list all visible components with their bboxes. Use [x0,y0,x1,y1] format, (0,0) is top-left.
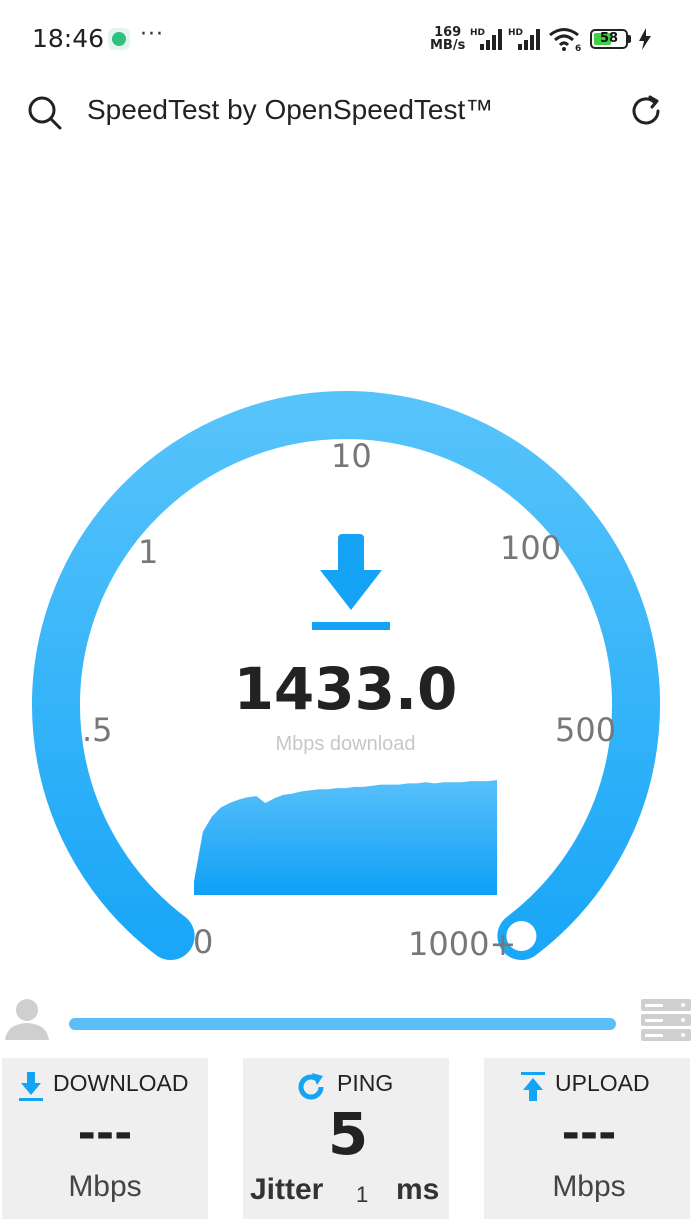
upload-value: --- [561,1108,617,1159]
status-time: 18:46 [32,24,105,53]
jitter-value: 1 [356,1182,369,1207]
more-notifications-icon: ··· [140,22,164,47]
server-icon [641,999,691,1041]
download-arrow-icon [312,534,390,630]
app-notification-icon [108,28,130,50]
gauge-label-1000: 1000+ [408,925,517,963]
refresh-icon[interactable] [628,93,664,129]
download-title: DOWNLOAD [53,1070,189,1096]
upload-title: UPLOAD [555,1070,650,1096]
ping-unit: ms [396,1173,440,1206]
client-user-icon [5,999,49,1040]
status-bar: 18:46 ··· 169 MB/s HD HD 6 58 [0,0,691,80]
download-unit: Mbps [68,1170,142,1203]
gauge-label-10: 10 [331,437,372,475]
gauge-label-1: 1 [138,533,159,571]
sim2-hd-label: HD [508,28,523,38]
gauge-arc [32,391,660,960]
speed-unit: Mbps download [275,733,416,755]
speed-value: 1433.0 [233,655,458,723]
signal-sim1-icon: HD [470,28,502,50]
signal-sim2-icon: HD [508,28,540,50]
battery-icon: 58 [590,29,628,49]
upload-icon [521,1072,545,1101]
battery-level: 58 [599,31,619,46]
ping-refresh-icon [298,1073,324,1100]
download-value: --- [77,1108,133,1159]
wifi-version-label: 6 [575,44,581,52]
sim1-hd-label: HD [470,28,485,38]
speed-gauge [32,391,660,960]
search-icon[interactable] [26,94,62,130]
ping-card [243,1058,449,1219]
gauge-label-100: 100 [500,529,562,567]
upload-unit: Mbps [552,1170,626,1203]
ping-value: 5 [327,1100,369,1168]
ping-title: PING [337,1070,394,1096]
download-icon [19,1072,43,1101]
speed-graph [194,780,497,895]
jitter-label: Jitter [250,1173,324,1206]
network-speed: 169 MB/s [430,25,466,53]
gauge-label-0: 0 [193,923,214,961]
gauge-label-0.5: .5 [82,711,113,749]
gauge-label-500: 500 [555,711,617,749]
gauge-needle-knob [506,921,537,951]
app-title: SpeedTest by OpenSpeedTest™ [87,94,494,125]
test-progress-bar [69,1018,616,1030]
charging-icon [639,28,651,50]
upload-card [484,1058,690,1219]
wifi-icon: 6 [549,28,581,52]
